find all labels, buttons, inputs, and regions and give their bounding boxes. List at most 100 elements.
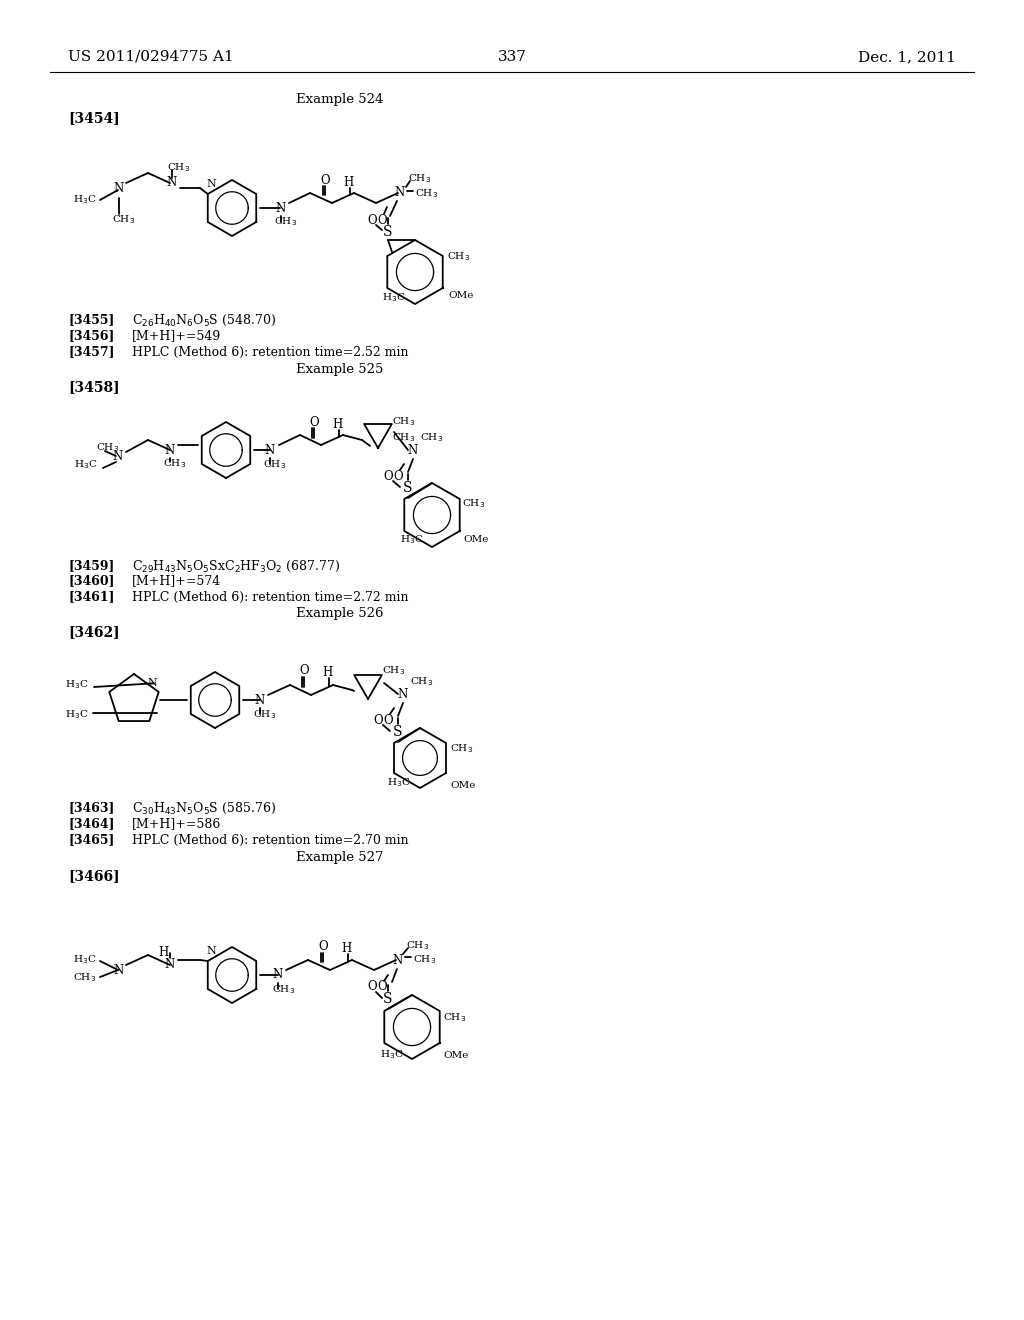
Text: CH$_3$: CH$_3$ [443,1011,466,1024]
Text: [3455]: [3455] [68,314,115,326]
Text: N: N [165,444,175,457]
Text: CH$_3$: CH$_3$ [406,940,429,953]
Text: [3454]: [3454] [68,111,120,125]
Text: [3456]: [3456] [68,330,115,342]
Text: O: O [383,470,393,483]
Text: H$_3$C: H$_3$C [387,776,411,789]
Text: CH$_3$: CH$_3$ [413,953,436,966]
Text: S: S [403,480,413,495]
Text: CH$_3$: CH$_3$ [392,432,415,445]
Text: N: N [255,693,265,706]
Text: N: N [147,678,157,688]
Text: O: O [383,714,393,726]
Text: O: O [368,214,377,227]
Text: H$_3$C: H$_3$C [400,533,423,546]
Text: H$_3$C: H$_3$C [65,678,88,692]
Text: C$_{26}$H$_{40}$N$_6$O$_5$S (548.70): C$_{26}$H$_{40}$N$_6$O$_5$S (548.70) [132,313,276,327]
Text: N: N [113,450,123,462]
Text: CH$_3$: CH$_3$ [272,983,295,997]
Text: [M+H]+=586: [M+H]+=586 [132,817,221,830]
Text: OMe: OMe [449,290,473,300]
Text: [M+H]+=549: [M+H]+=549 [132,330,221,342]
Text: [3464]: [3464] [68,817,115,830]
Text: CH$_3$: CH$_3$ [415,187,438,201]
Text: HPLC (Method 6): retention time=2.72 min: HPLC (Method 6): retention time=2.72 min [132,590,409,603]
Text: HPLC (Method 6): retention time=2.52 min: HPLC (Method 6): retention time=2.52 min [132,346,409,359]
Text: [3465]: [3465] [68,833,115,846]
Text: C$_{29}$H$_{43}$N$_5$O$_5$SxC$_2$HF$_3$O$_2$ (687.77): C$_{29}$H$_{43}$N$_5$O$_5$SxC$_2$HF$_3$O… [132,558,341,574]
Text: OMe: OMe [450,780,475,789]
Text: [3457]: [3457] [68,346,115,359]
Text: Example 524: Example 524 [296,94,384,107]
Text: CH$_3$: CH$_3$ [163,458,186,470]
Text: Example 526: Example 526 [296,607,384,620]
Text: CH$_3$: CH$_3$ [392,416,415,429]
Text: [3461]: [3461] [68,590,115,603]
Text: S: S [393,725,402,739]
Text: N: N [272,969,283,982]
Text: 337: 337 [498,50,526,63]
Text: N: N [114,964,124,977]
Text: H$_3$C: H$_3$C [73,194,96,206]
Text: N: N [408,444,418,457]
Text: [3458]: [3458] [68,380,120,393]
Text: H: H [343,176,353,189]
Text: H$_3$C: H$_3$C [73,953,96,966]
Text: N: N [165,958,175,972]
Text: O: O [368,981,377,994]
Text: O: O [318,940,328,953]
Text: CH$_3$: CH$_3$ [167,161,190,174]
Text: N: N [265,444,275,457]
Text: [3466]: [3466] [68,869,120,883]
Text: N: N [393,953,403,966]
Text: S: S [383,993,393,1006]
Text: US 2011/0294775 A1: US 2011/0294775 A1 [68,50,233,63]
Text: Dec. 1, 2011: Dec. 1, 2011 [858,50,956,63]
Text: CH$_3$: CH$_3$ [382,664,406,677]
Text: CH$_3$: CH$_3$ [73,972,96,985]
Text: Example 525: Example 525 [296,363,384,376]
Text: H$_3$C: H$_3$C [74,458,97,471]
Text: [3462]: [3462] [68,624,120,639]
Text: [3463]: [3463] [68,801,115,814]
Text: N: N [395,186,406,199]
Text: CH$_3$: CH$_3$ [408,173,431,185]
Text: O: O [377,981,387,994]
Text: CH$_3$: CH$_3$ [263,458,286,471]
Text: O: O [393,470,402,483]
Text: O: O [299,664,309,677]
Text: N: N [275,202,286,214]
Text: CH$_3$: CH$_3$ [450,743,473,755]
Text: H: H [158,945,168,958]
Text: [3460]: [3460] [68,574,115,587]
Text: N: N [398,688,409,701]
Text: CH$_3$: CH$_3$ [447,251,470,264]
Text: N: N [167,177,177,190]
Text: O: O [373,714,383,726]
Text: N: N [206,945,216,956]
Text: HPLC (Method 6): retention time=2.70 min: HPLC (Method 6): retention time=2.70 min [132,833,409,846]
Text: N: N [206,178,216,189]
Text: H: H [322,667,332,680]
Text: CH$_3$: CH$_3$ [462,498,485,511]
Text: O: O [321,173,330,186]
Text: CH$_3$: CH$_3$ [253,709,276,722]
Text: CH$_3$: CH$_3$ [420,432,443,445]
Text: H$_3$C: H$_3$C [382,292,406,305]
Text: [M+H]+=574: [M+H]+=574 [132,574,221,587]
Text: O: O [377,214,387,227]
Text: H: H [332,417,342,430]
Text: O: O [309,416,318,429]
Text: CH$_3$: CH$_3$ [410,676,433,689]
Text: CH$_3$: CH$_3$ [96,442,119,454]
Text: N: N [114,181,124,194]
Text: OMe: OMe [443,1051,468,1060]
Text: CH$_3$: CH$_3$ [274,215,297,228]
Text: H$_3$C: H$_3$C [65,709,88,722]
Text: S: S [383,224,393,239]
Text: H$_3$C: H$_3$C [380,1048,403,1061]
Text: H: H [341,941,351,954]
Text: OMe: OMe [463,536,488,544]
Text: Example 527: Example 527 [296,851,384,865]
Text: [3459]: [3459] [68,560,115,573]
